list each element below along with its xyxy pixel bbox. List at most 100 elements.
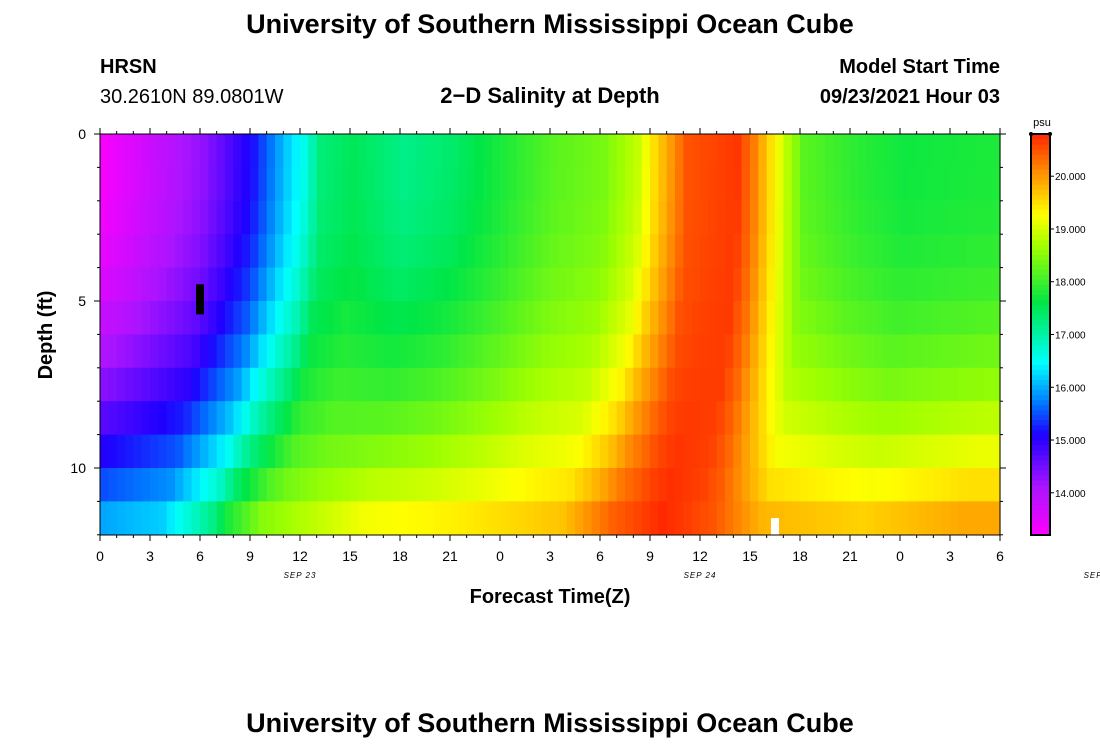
heatmap-cell: [150, 234, 159, 269]
heatmap-cell: [783, 167, 793, 202]
heatmap-cell: [650, 200, 659, 235]
heatmap-cell: [750, 401, 759, 436]
heatmap-cell: [741, 200, 751, 235]
heatmap-cell: [858, 167, 868, 202]
heatmap-cell: [541, 234, 551, 269]
heatmap-cell: [166, 134, 176, 168]
colorbar-segment: [1031, 274, 1050, 280]
colorbar-segment: [1031, 224, 1050, 230]
heatmap-cell: [366, 434, 376, 469]
heatmap-cell: [808, 267, 818, 302]
heatmap-cell: [108, 301, 118, 335]
heatmap-cell: [500, 434, 509, 469]
heatmap-cell: [725, 301, 734, 335]
heatmap-cell: [858, 267, 868, 302]
heatmap-cell: [750, 167, 759, 202]
heatmap-cell: [308, 367, 318, 402]
heatmap-cell: [175, 134, 184, 168]
heatmap-cell: [991, 234, 1001, 269]
heatmap-cell: [366, 234, 376, 269]
heatmap-cell: [891, 367, 901, 402]
colorbar-segment: [1031, 374, 1050, 381]
y-tick-labels: 0 5 10: [70, 126, 86, 476]
heatmap-cell: [975, 167, 984, 202]
heatmap-cell: [558, 234, 568, 269]
heatmap-cell: [841, 234, 851, 269]
heatmap-cell: [116, 367, 126, 402]
x-tick-label: 6: [996, 548, 1004, 564]
heatmap-cell: [200, 167, 209, 202]
heatmap-cell: [125, 167, 134, 202]
heatmap-cell: [816, 167, 826, 202]
heatmap-cell: [908, 468, 918, 502]
heatmap-cell: [341, 401, 351, 436]
heatmap-cell: [433, 434, 443, 469]
heatmap-cell: [416, 367, 426, 402]
heatmap-cell: [566, 501, 576, 536]
heatmap-cell: [841, 468, 851, 502]
heatmap-cell: [333, 134, 343, 168]
heatmap-cell: [683, 367, 693, 402]
heatmap-cell: [841, 334, 851, 369]
heatmap-cell: [700, 301, 709, 335]
heatmap-cell: [208, 200, 218, 235]
heatmap-cell: [391, 401, 401, 436]
heatmap-cell: [500, 134, 509, 168]
heatmap-cell: [991, 401, 1001, 436]
heatmap-cell: [933, 200, 943, 235]
colorbar-segment: [1031, 174, 1050, 180]
heatmap-cell: [266, 134, 276, 168]
heatmap-cell: [225, 468, 234, 502]
heatmap-cell: [258, 434, 268, 469]
heatmap-cell: [541, 334, 551, 369]
heatmap-cell: [191, 434, 201, 469]
heatmap-cell: [350, 468, 359, 502]
heatmap-cell: [200, 234, 209, 269]
heatmap-cell: [175, 301, 184, 335]
heatmap-cell: [783, 468, 793, 502]
heatmap-cell: [775, 134, 784, 168]
heatmap-cell: [591, 401, 601, 436]
heatmap-cell: [691, 234, 701, 269]
heatmap-cell: [708, 367, 718, 402]
heatmap-cell: [416, 200, 426, 235]
heatmap-cell: [283, 434, 293, 469]
heatmap-cell: [458, 468, 468, 502]
heatmap-cell: [908, 401, 918, 436]
heatmap-cell: [375, 301, 384, 335]
heatmap-cell: [133, 234, 143, 269]
heatmap-cell: [216, 468, 226, 502]
heatmap-cell: [725, 401, 734, 436]
heatmap-cell: [933, 367, 943, 402]
heatmap-cell: [483, 234, 493, 269]
heatmap-cell: [900, 367, 909, 402]
heatmap-cell: [883, 167, 893, 202]
heatmap-cell: [991, 367, 1001, 402]
heatmap-cell: [216, 334, 226, 369]
colorbar-segment: [1031, 259, 1050, 265]
heatmap-cell: [308, 200, 318, 235]
heatmap-cell: [658, 200, 668, 235]
heatmap-cell: [825, 301, 834, 335]
heatmap-cell: [625, 501, 634, 536]
heatmap-cell: [116, 468, 126, 502]
heatmap-cell: [975, 134, 984, 168]
heatmap-cell: [808, 234, 818, 269]
heatmap-cell: [566, 134, 576, 168]
heatmap-cell: [300, 367, 309, 402]
heatmap-cell: [416, 434, 426, 469]
heatmap-cell: [633, 267, 643, 302]
heatmap-cell: [616, 468, 626, 502]
colorbar-segment: [1031, 454, 1050, 461]
heatmap-cell: [191, 401, 201, 436]
heatmap-cell: [166, 301, 176, 335]
heatmap-cell: [941, 334, 951, 369]
heatmap-cell: [475, 401, 484, 436]
heatmap-cell: [200, 367, 209, 402]
heatmap-cell: [441, 334, 451, 369]
colorbar-segment: [1031, 144, 1050, 150]
colorbar-segment: [1031, 279, 1050, 285]
heatmap-cell: [491, 468, 501, 502]
heatmap-cell: [816, 334, 826, 369]
heatmap-cell: [533, 434, 543, 469]
